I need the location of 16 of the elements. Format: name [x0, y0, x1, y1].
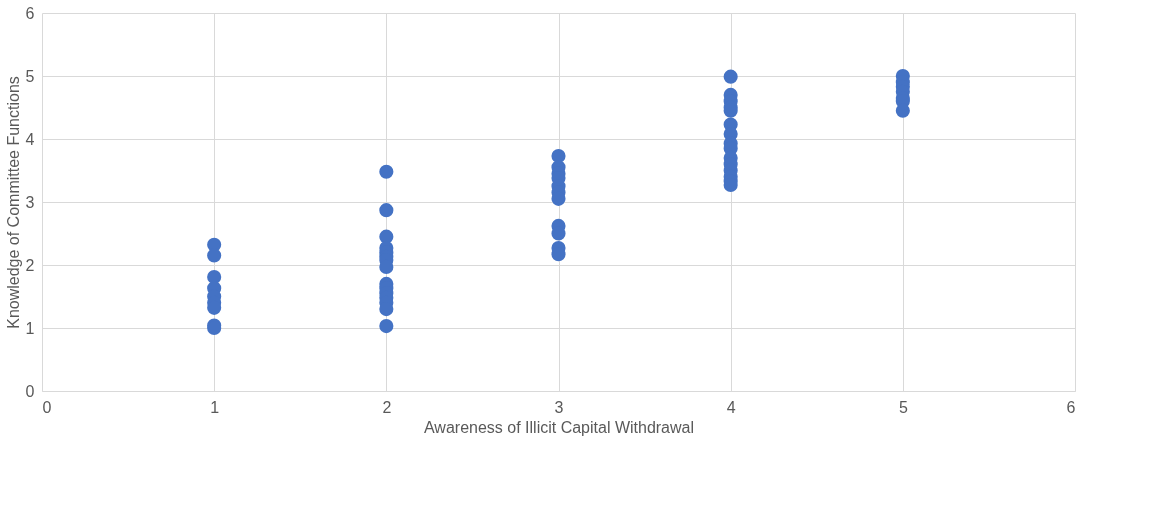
y-tick-label: 5	[25, 67, 35, 85]
y-tick-label: 1	[25, 319, 35, 337]
x-tick-label: 2	[382, 398, 392, 416]
x-tick-label: 3	[554, 398, 564, 416]
x-axis-title: Awareness of Illicit Capital Withdrawal	[423, 418, 695, 436]
y-tick-label: 2	[25, 256, 35, 274]
x-tick-label: 6	[1066, 398, 1076, 416]
x-tick-label: 5	[898, 398, 908, 416]
x-tick-label: 4	[726, 398, 736, 416]
y-tick-label: 0	[25, 382, 35, 400]
x-tick-label: 0	[42, 398, 52, 416]
y-tick-label: 6	[25, 4, 35, 22]
y-axis-title: Knowledge of Committee Functions	[4, 76, 22, 329]
y-tick-label: 3	[25, 193, 35, 211]
x-tick-label: 1	[210, 398, 220, 416]
y-tick-label: 4	[25, 130, 35, 148]
